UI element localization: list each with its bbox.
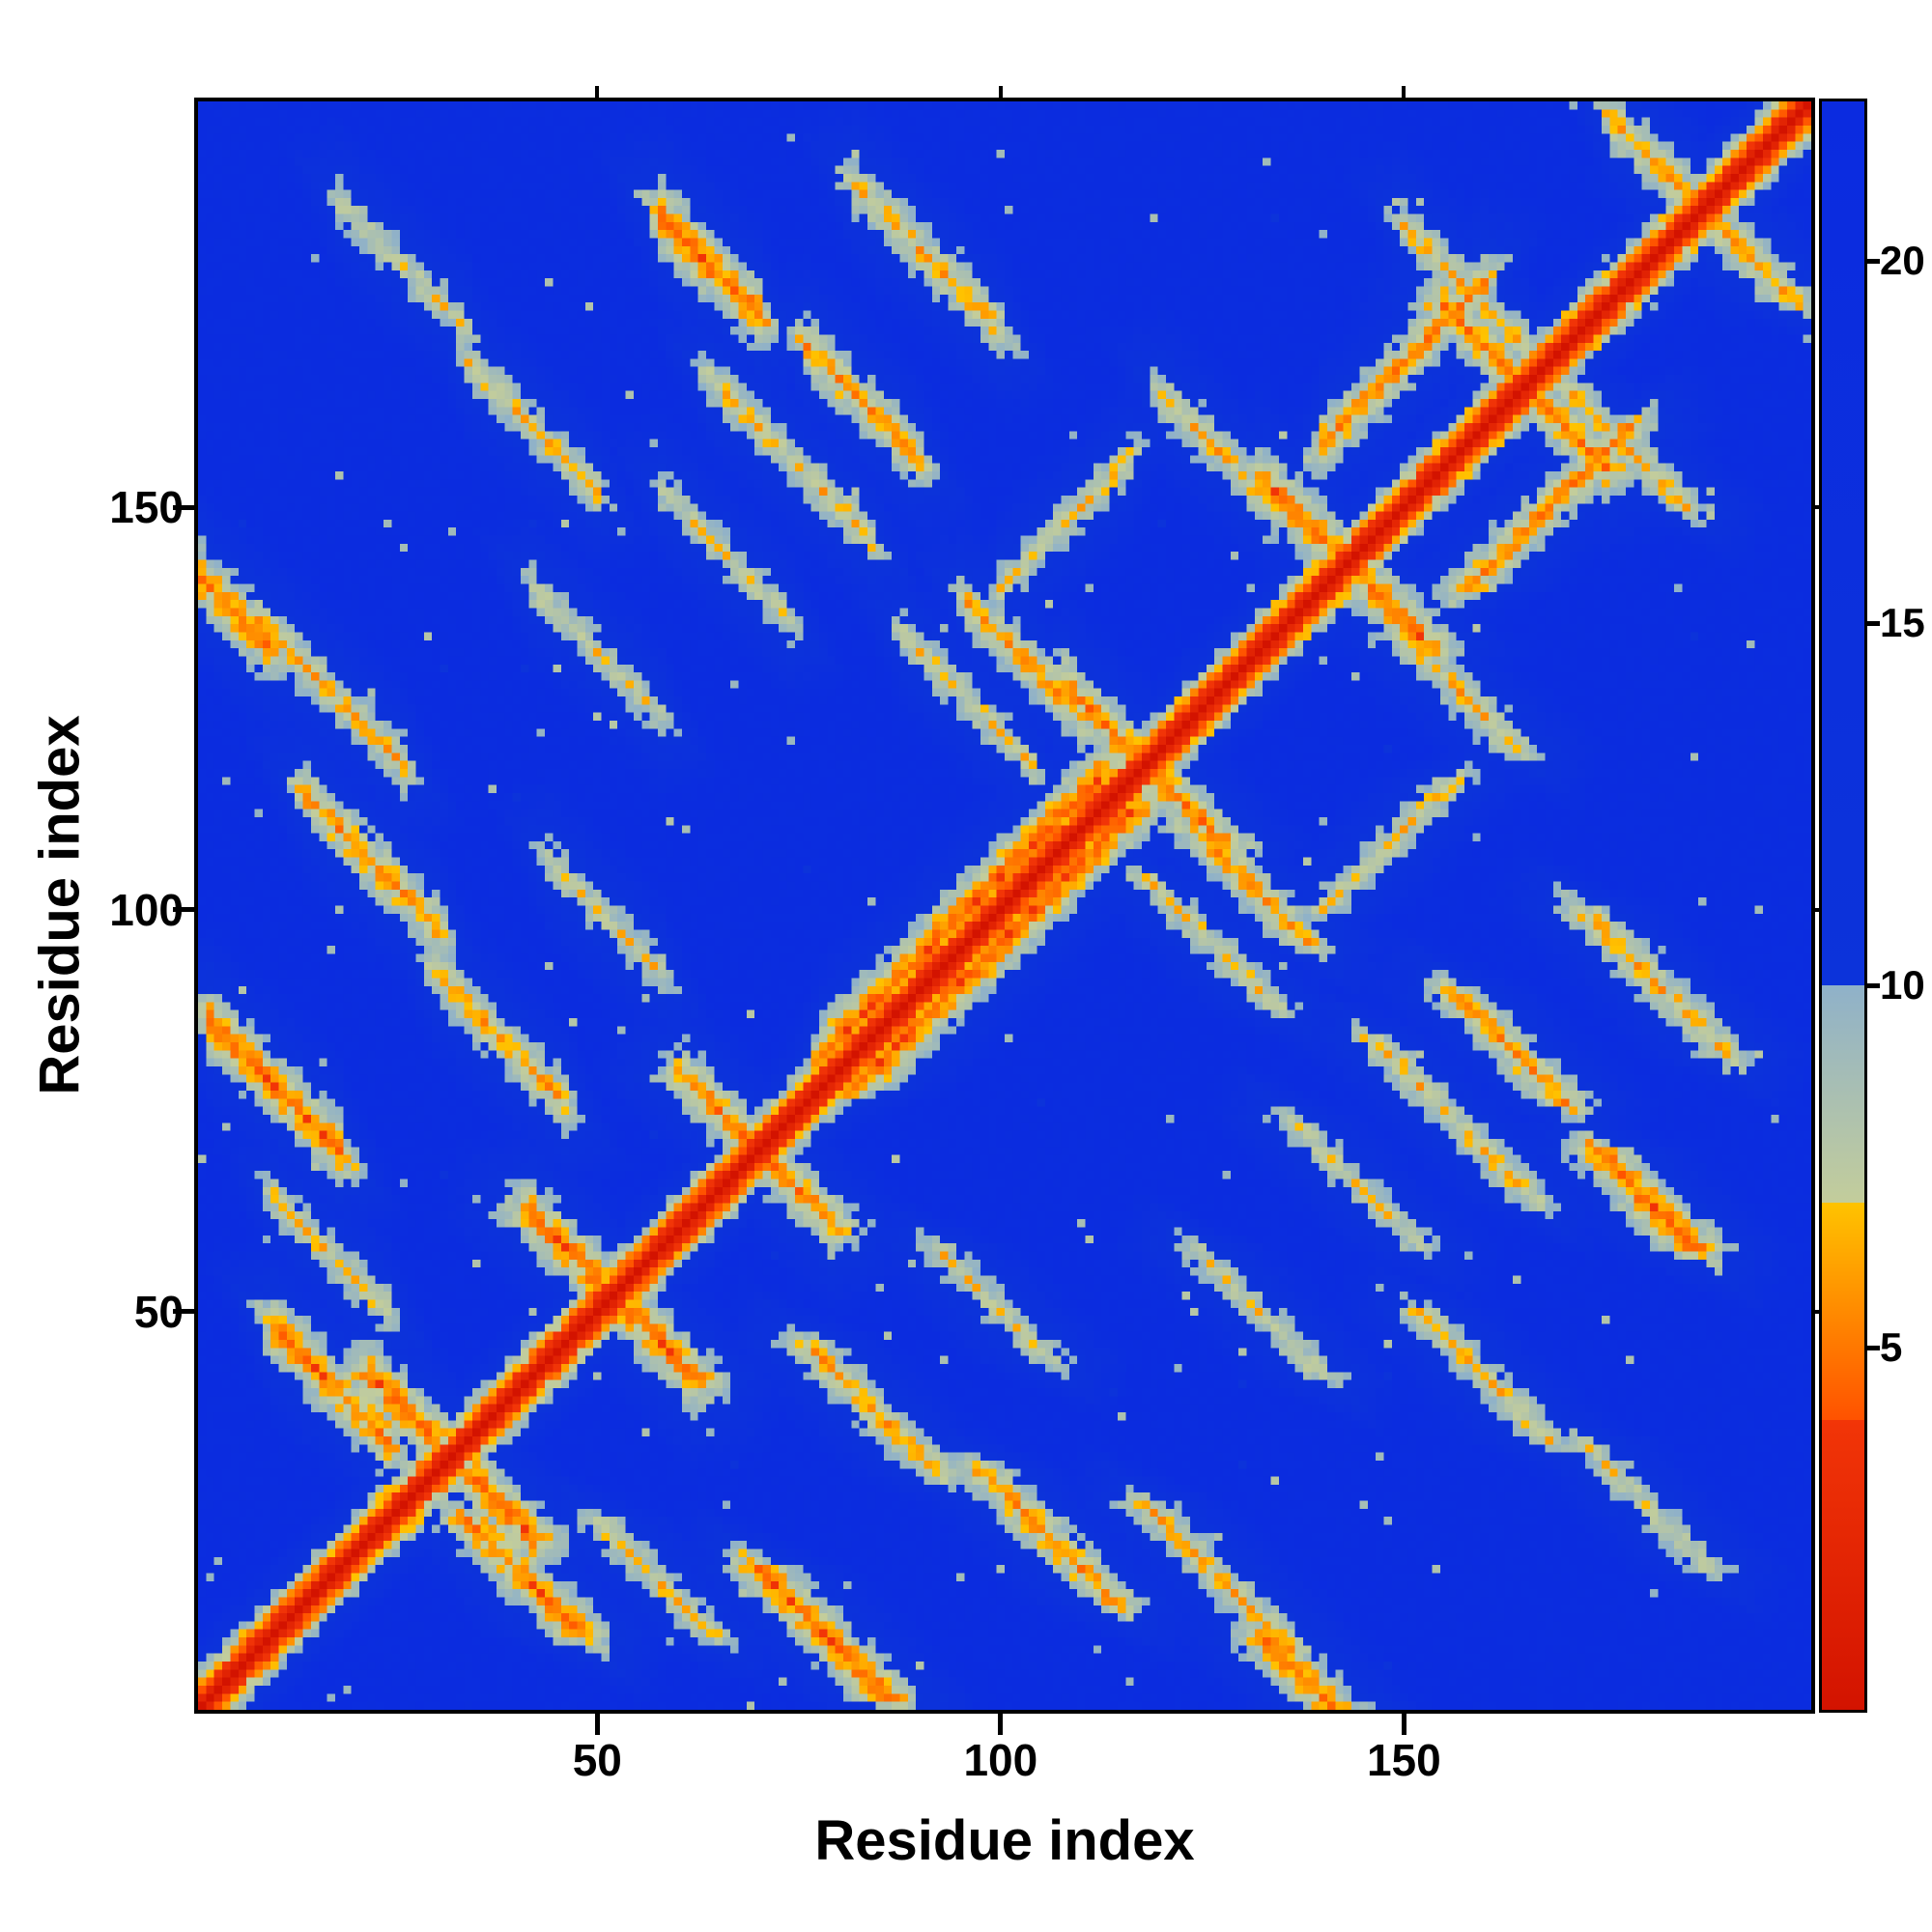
y-tick-label: 50: [133, 1286, 184, 1337]
y-tick-label: 150: [109, 482, 184, 533]
x-tick-label: 150: [1366, 1735, 1441, 1785]
colorbar: [1819, 99, 1867, 1713]
heatmap-plot-area: [194, 98, 1815, 1714]
colorbar-tick: [1867, 258, 1880, 264]
colorbar-tick-label: 20: [1880, 238, 1925, 283]
x-tick-label: 100: [963, 1735, 1038, 1785]
colorbar-tick-label: 15: [1880, 600, 1925, 645]
x-tick-label: 50: [572, 1735, 622, 1785]
colorbar-tick: [1867, 982, 1880, 988]
colorbar-tick: [1867, 620, 1880, 626]
colorbar-gradient: [1822, 101, 1864, 1710]
x-axis-label: Residue index: [814, 1809, 1195, 1872]
y-major-tick: [173, 907, 194, 913]
x-major-tick: [1401, 1714, 1406, 1735]
heatmap-canvas: [198, 101, 1811, 1710]
colorbar-tick-label: 10: [1880, 962, 1925, 1008]
x-major-tick: [594, 1714, 600, 1735]
y-tick-label: 100: [109, 884, 184, 935]
colorbar-tick: [1867, 1345, 1880, 1350]
x-major-tick: [998, 1714, 1004, 1735]
x-top-tick: [998, 86, 1003, 98]
x-top-tick: [595, 86, 600, 98]
y-major-tick: [173, 504, 194, 510]
x-top-tick: [1402, 86, 1406, 98]
y-major-tick: [173, 1309, 194, 1315]
colorbar-tick-label: 5: [1880, 1324, 1903, 1370]
